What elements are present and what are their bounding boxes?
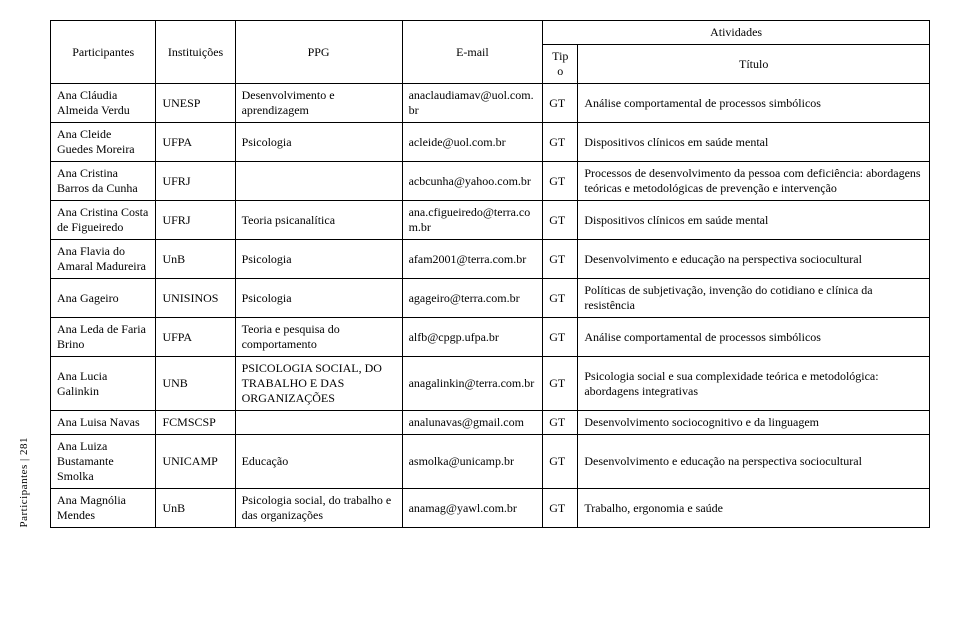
cell-ppg: Teoria psicanalítica <box>235 201 402 240</box>
table-row: Ana Cristina Costa de FigueiredoUFRJTeor… <box>51 201 930 240</box>
cell-ppg: Psicologia <box>235 123 402 162</box>
cell-ppg: Educação <box>235 435 402 489</box>
cell-participante: Ana Cleide Guedes Moreira <box>51 123 156 162</box>
cell-email: alfb@cpgp.ufpa.br <box>402 318 543 357</box>
cell-tipo: GT <box>543 240 578 279</box>
cell-tipo: GT <box>543 357 578 411</box>
table-row: Ana Cristina Barros da CunhaUFRJ acbcunha… <box>51 162 930 201</box>
cell-email: afam2001@terra.com.br <box>402 240 543 279</box>
table-row: Ana Cleide Guedes MoreiraUFPAPsicologiaa… <box>51 123 930 162</box>
cell-tipo: GT <box>543 318 578 357</box>
cell-instituicao: UNISINOS <box>156 279 235 318</box>
cell-participante: Ana Cristina Costa de Figueiredo <box>51 201 156 240</box>
table-row: Ana Magnólia MendesUnBPsicologia social,… <box>51 489 930 528</box>
cell-titulo: Análise comportamental de processos simb… <box>578 318 930 357</box>
table-row: Ana Cláudia Almeida VerduUNESPDesenvolvi… <box>51 84 930 123</box>
cell-instituicao: UNESP <box>156 84 235 123</box>
cell-instituicao: UFPA <box>156 318 235 357</box>
cell-titulo: Desenvolvimento e educação na perspectiv… <box>578 240 930 279</box>
cell-email: anamag@yawl.com.br <box>402 489 543 528</box>
cell-participante: Ana Cláudia Almeida Verdu <box>51 84 156 123</box>
header-participantes: Participantes <box>51 21 156 84</box>
cell-tipo: GT <box>543 123 578 162</box>
cell-titulo: Dispositivos clínicos em saúde mental <box>578 123 930 162</box>
cell-email: agageiro@terra.com.br <box>402 279 543 318</box>
cell-ppg: Desenvolvimento e aprendizagem <box>235 84 402 123</box>
cell-instituicao: UNICAMP <box>156 435 235 489</box>
cell-participante: Ana Magnólia Mendes <box>51 489 156 528</box>
table-row: Ana Flavia do Amaral MadureiraUnBPsicolo… <box>51 240 930 279</box>
cell-tipo: GT <box>543 201 578 240</box>
cell-email: acbcunha@yahoo.com.br <box>402 162 543 201</box>
cell-ppg: Psicologia <box>235 279 402 318</box>
cell-ppg <box>235 411 402 435</box>
cell-instituicao: UFPA <box>156 123 235 162</box>
page-side-label: Participantes | 281 <box>18 437 30 528</box>
table-row: Ana Lucia GalinkinUNBPSICOLOGIA SOCIAL, … <box>51 357 930 411</box>
cell-participante: Ana Luiza Bustamante Smolka <box>51 435 156 489</box>
cell-email: anagalinkin@terra.com.br <box>402 357 543 411</box>
header-email: E-mail <box>402 21 543 84</box>
cell-instituicao: FCMSCSP <box>156 411 235 435</box>
cell-participante: Ana Luisa Navas <box>51 411 156 435</box>
cell-instituicao: UnB <box>156 240 235 279</box>
cell-tipo: GT <box>543 162 578 201</box>
cell-email: asmolka@unicamp.br <box>402 435 543 489</box>
cell-participante: Ana Cristina Barros da Cunha <box>51 162 156 201</box>
cell-instituicao: UnB <box>156 489 235 528</box>
table-row: Ana Leda de Faria BrinoUFPATeoria e pesq… <box>51 318 930 357</box>
cell-titulo: Dispositivos clínicos em saúde mental <box>578 201 930 240</box>
header-atividades: Atividades <box>543 21 930 45</box>
header-instituicoes: Instituições <box>156 21 235 84</box>
cell-ppg: Teoria e pesquisa do comportamento <box>235 318 402 357</box>
cell-participante: Ana Flavia do Amaral Madureira <box>51 240 156 279</box>
participants-table: Participantes Instituições PPG E-mail At… <box>50 20 930 528</box>
cell-titulo: Desenvolvimento sociocognitivo e da ling… <box>578 411 930 435</box>
table-row: Ana GageiroUNISINOSPsicologiaagageiro@te… <box>51 279 930 318</box>
header-ppg: PPG <box>235 21 402 84</box>
cell-email: anaclaudiamav@uol.com.br <box>402 84 543 123</box>
cell-tipo: GT <box>543 279 578 318</box>
cell-titulo: Políticas de subjetivação, invenção do c… <box>578 279 930 318</box>
cell-titulo: Processos de desenvolvimento da pessoa c… <box>578 162 930 201</box>
cell-tipo: GT <box>543 411 578 435</box>
cell-email: analunavas@gmail.com <box>402 411 543 435</box>
cell-titulo: Psicologia social e sua complexidade teó… <box>578 357 930 411</box>
cell-participante: Ana Gageiro <box>51 279 156 318</box>
cell-participante: Ana Lucia Galinkin <box>51 357 156 411</box>
cell-email: acleide@uol.com.br <box>402 123 543 162</box>
cell-titulo: Análise comportamental de processos simb… <box>578 84 930 123</box>
header-tipo: Tipo <box>543 45 578 84</box>
cell-ppg: Psicologia <box>235 240 402 279</box>
cell-instituicao: UFRJ <box>156 201 235 240</box>
cell-participante: Ana Leda de Faria Brino <box>51 318 156 357</box>
cell-titulo: Trabalho, ergonomia e saúde <box>578 489 930 528</box>
table-header-row-1: Participantes Instituições PPG E-mail At… <box>51 21 930 45</box>
cell-ppg: PSICOLOGIA SOCIAL, DO TRABALHO E DAS ORG… <box>235 357 402 411</box>
cell-ppg <box>235 162 402 201</box>
table-row: Ana Luiza Bustamante SmolkaUNICAMPEducaç… <box>51 435 930 489</box>
cell-titulo: Desenvolvimento e educação na perspectiv… <box>578 435 930 489</box>
table-row: Ana Luisa NavasFCMSCSP analunavas@gmail.c… <box>51 411 930 435</box>
cell-tipo: GT <box>543 435 578 489</box>
cell-tipo: GT <box>543 84 578 123</box>
cell-instituicao: UNB <box>156 357 235 411</box>
cell-tipo: GT <box>543 489 578 528</box>
cell-ppg: Psicologia social, do trabalho e das org… <box>235 489 402 528</box>
cell-email: ana.cfigueiredo@terra.com.br <box>402 201 543 240</box>
cell-instituicao: UFRJ <box>156 162 235 201</box>
header-titulo: Título <box>578 45 930 84</box>
